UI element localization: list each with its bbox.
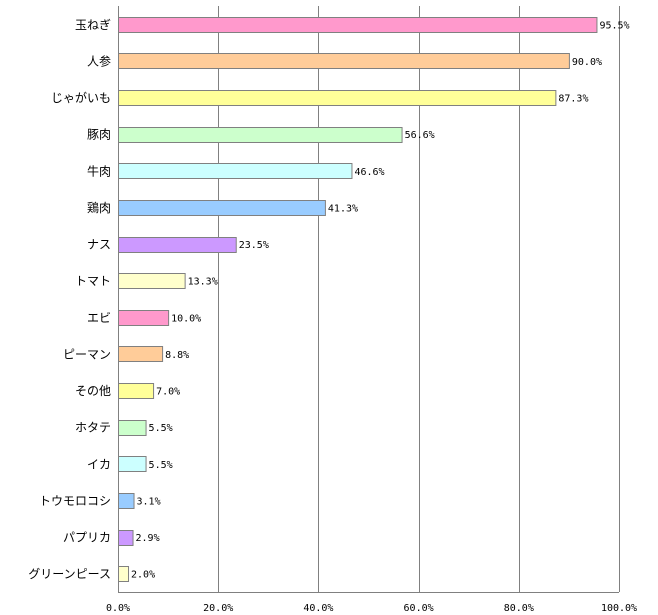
bar: [118, 383, 155, 399]
bar: [118, 53, 570, 69]
category-label: 玉ねぎ: [75, 18, 111, 32]
bar: [118, 237, 237, 253]
value-label: 5.5%: [149, 423, 173, 434]
bar: [118, 310, 170, 326]
value-label: 90.0%: [572, 57, 602, 68]
category-label: パプリカ: [63, 531, 111, 545]
tick-label: 60.0%: [404, 603, 434, 614]
category-label: じゃがいも: [51, 90, 111, 105]
value-label: 3.1%: [137, 496, 161, 507]
bar: [118, 530, 134, 546]
bar: [118, 127, 403, 143]
value-label: 2.0%: [131, 570, 155, 581]
bar: [118, 566, 130, 582]
category-label: その他: [75, 384, 111, 398]
category-label: ナス: [87, 238, 111, 252]
value-label: 46.6%: [354, 167, 384, 178]
bar: [118, 17, 598, 33]
tick-label: 40.0%: [303, 603, 333, 614]
bar: [118, 456, 147, 472]
bar: [118, 273, 186, 289]
value-label: 10.0%: [171, 313, 201, 324]
category-label: トウモロコシ: [39, 494, 111, 508]
value-label: 2.9%: [136, 533, 160, 544]
bars-layer: [118, 17, 598, 582]
bar: [118, 493, 135, 509]
tick-label: 80.0%: [504, 603, 534, 614]
value-label: 87.3%: [558, 94, 588, 105]
tick-label: 0.0%: [106, 603, 130, 614]
category-label: エビ: [87, 311, 111, 325]
value-label: 13.3%: [188, 277, 218, 288]
tick-label: 20.0%: [203, 603, 233, 614]
category-label: イカ: [87, 457, 111, 471]
labels-layer: 玉ねぎ 95.5% 人参 90.0% じゃがいも 87.3% 豚肉 56.6% 牛肉 46.6% 鶏…: [28, 18, 629, 581]
value-label: 5.5%: [149, 460, 173, 471]
bar: [118, 200, 326, 216]
category-label: グリーンピース: [28, 567, 111, 581]
category-label: ホタテ: [75, 421, 111, 435]
category-label: ピーマン: [63, 347, 111, 361]
category-label: トマト: [75, 274, 111, 288]
category-label: 人参: [87, 53, 111, 68]
value-label: 8.8%: [165, 350, 189, 361]
bar: [118, 90, 557, 106]
value-label: 95.5%: [599, 20, 629, 31]
bar: [118, 420, 147, 436]
bar: [118, 163, 353, 179]
ticks-layer: 0.0% 20.0% 40.0% 60.0% 80.0% 100.0%: [106, 603, 637, 614]
category-label: 豚肉: [87, 128, 111, 142]
tick-label: 100.0%: [601, 603, 637, 614]
bar: [118, 346, 164, 362]
value-label: 56.6%: [405, 130, 435, 141]
value-label: 23.5%: [239, 240, 269, 251]
category-label: 鶏肉: [87, 201, 111, 215]
value-label: 41.3%: [328, 203, 358, 214]
category-label: 牛肉: [87, 163, 111, 178]
value-label: 7.0%: [156, 387, 180, 398]
